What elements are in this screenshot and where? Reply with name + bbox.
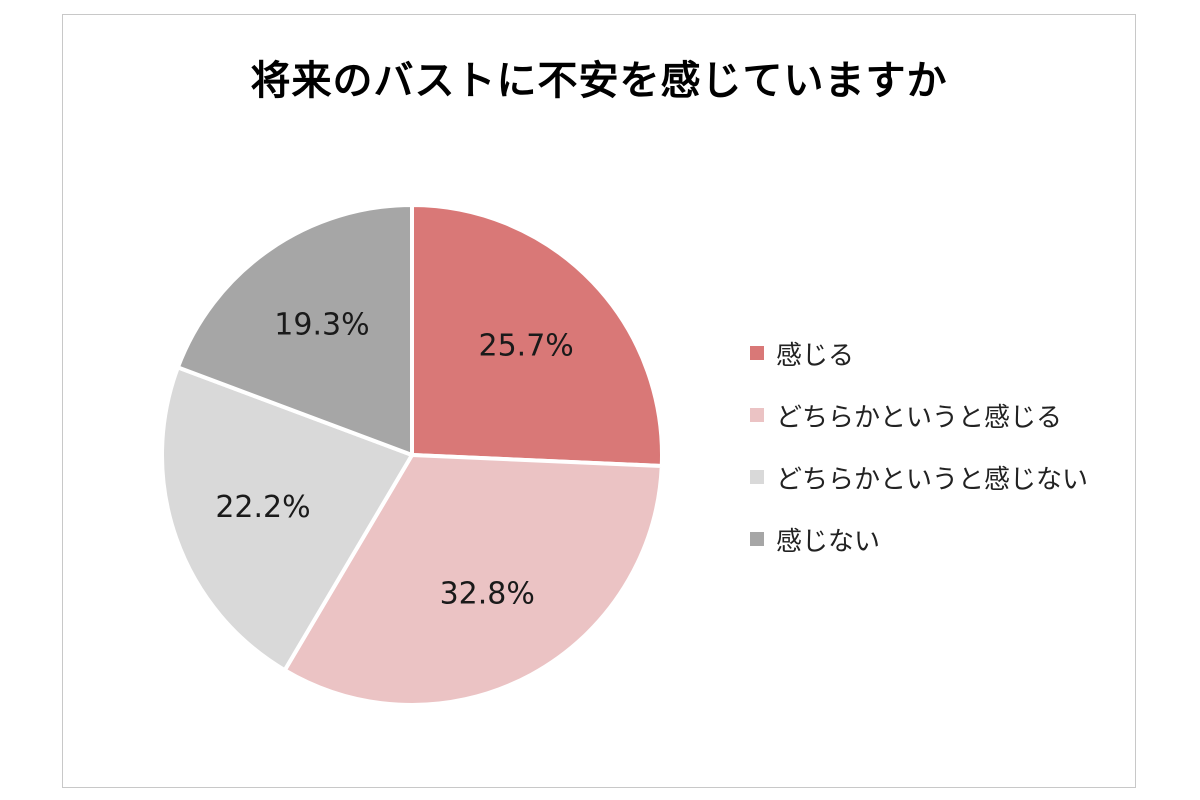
legend-item: どちらかというと感じる (750, 384, 1088, 446)
legend-item: どちらかというと感じない (750, 446, 1088, 508)
pie-data-label: 25.7% (478, 328, 573, 363)
legend-item: 感じない (750, 508, 1088, 570)
pie-data-label: 32.8% (440, 576, 535, 611)
legend-swatch (750, 346, 764, 360)
pie-slice (160, 365, 414, 673)
pie-slice (175, 203, 414, 457)
pie-labels: 25.7% 32.8% 22.2% 19.3% (215, 308, 573, 612)
legend-swatch (750, 470, 764, 484)
legend-swatch (750, 532, 764, 546)
pie-slice (410, 203, 664, 468)
pie-data-label: 19.3% (274, 308, 369, 343)
legend-swatch (750, 408, 764, 422)
legend-label: 感じる (776, 340, 855, 371)
legend-item: 感じる (750, 322, 1088, 384)
chart-title: 将来のバストに不安を感じていますか (250, 58, 948, 104)
legend-label: どちらかというと感じる (776, 402, 1063, 433)
legend-label: 感じない (776, 526, 881, 557)
legend-label: どちらかというと感じない (776, 464, 1089, 495)
pie-data-label: 22.2% (215, 490, 310, 525)
pie-slices (160, 203, 664, 707)
pie-slice (282, 453, 664, 707)
legend: 感じる どちらかというと感じる どちらかというと感じない 感じない (750, 322, 1088, 570)
